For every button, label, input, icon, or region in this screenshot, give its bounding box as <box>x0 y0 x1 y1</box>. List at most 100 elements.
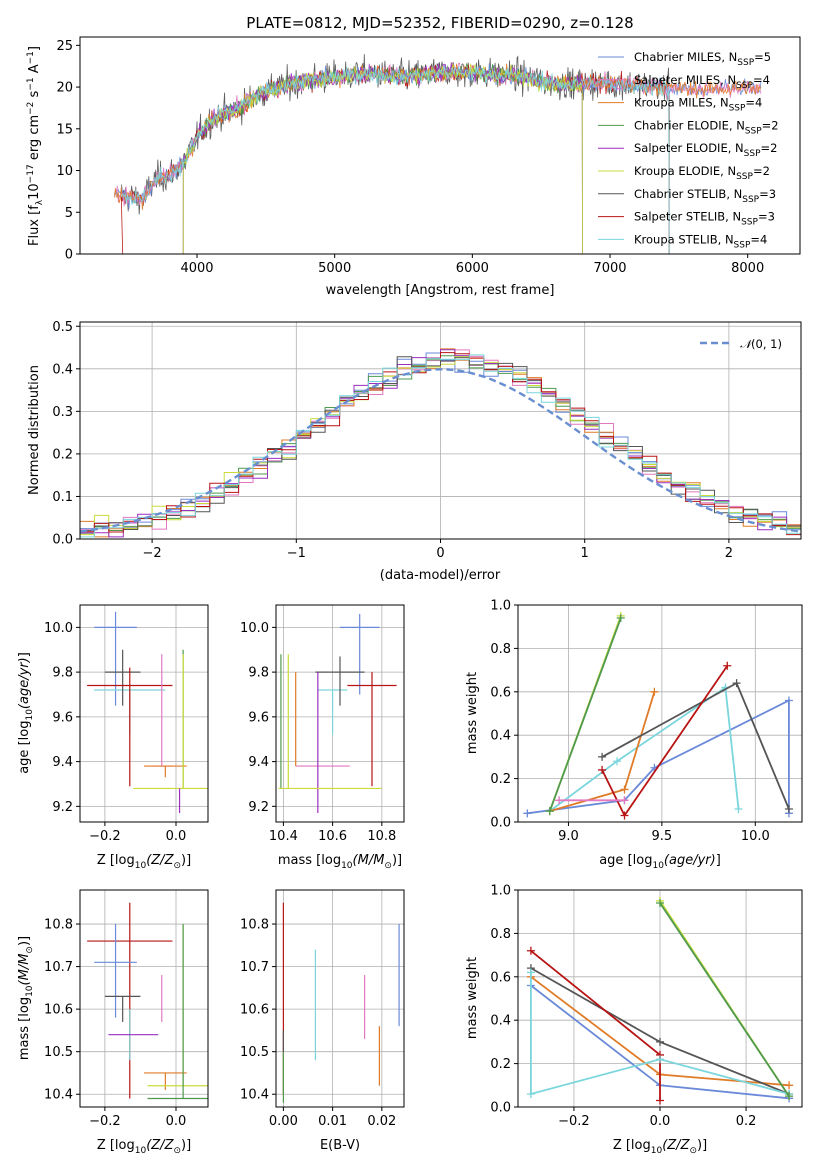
y-tick-label: 0.8 <box>490 927 511 942</box>
legend-label: Chabrier STELIB, NSSP=3 <box>634 187 776 205</box>
y-tick-label: 10.8 <box>44 918 73 933</box>
y-tick-label: 0.0 <box>52 533 73 548</box>
axes-frame <box>79 889 209 1108</box>
y-tick-label: 0.0 <box>490 1101 511 1116</box>
series-marker-kroupa_stelib <box>613 757 622 766</box>
chart-title: PLATE=0812, MJD=52352, FIBERID=0290, z=0… <box>246 14 633 32</box>
y-axis-label-massweight2: mass weight <box>465 957 480 1039</box>
x-tick-label: 0.02 <box>367 1114 396 1129</box>
x-tick-label: 0.0 <box>166 829 187 844</box>
x-tick-label: −1 <box>287 546 306 561</box>
y-tick-label: 9.2 <box>248 800 269 815</box>
y-tick-label: 10.7 <box>240 960 269 975</box>
series-marker-chabrier_stelib <box>656 1037 664 1046</box>
plot-area <box>523 611 793 820</box>
y-tick-label: 0.2 <box>490 1057 511 1072</box>
series-marker-chabrier_elodie <box>616 614 625 623</box>
y-tick-label: 0.6 <box>490 685 511 700</box>
series-marker-chabrier_elodie <box>785 1092 794 1101</box>
series-marker-salpeter_miles <box>555 796 564 805</box>
y-tick-label: 10 <box>56 164 73 179</box>
series-line-chabrier_miles <box>527 699 790 815</box>
series-line-chabrier_stelib <box>601 681 790 810</box>
y-axis-label: Normed distribution <box>27 365 42 495</box>
y-tick-label: 5 <box>65 206 73 221</box>
x-tick-label: 0.00 <box>269 1114 298 1129</box>
series-line-kroupa_stelib <box>530 972 790 1096</box>
axes-frame <box>79 321 802 540</box>
y-tick-label: 0.5 <box>52 320 73 335</box>
x-axis-label-Z3: Z [log10(Z/Z⊙)] <box>613 1138 707 1156</box>
y-tick-label: 10.0 <box>44 621 73 636</box>
series-marker-chabrier_miles <box>784 696 793 705</box>
y-tick-label: 10.4 <box>44 1088 73 1103</box>
x-axis-label-Z: Z [log10(Z/Z⊙)] <box>97 853 191 871</box>
x-tick-label: 5000 <box>318 261 351 276</box>
series-marker-chabrier_miles <box>523 809 532 818</box>
legend-label: Chabrier ELODIE, NSSP=2 <box>634 118 779 136</box>
x-tick-label: 2 <box>725 546 733 561</box>
series-marker-salpeter_miles <box>620 796 629 805</box>
x-axis-label-mass: mass [log10(M/M⊙)] <box>278 853 402 871</box>
axes-spectrum: 4000 5000 6000 7000 8000 0 5 10 15 20 25 <box>56 36 801 276</box>
x-tick-label: 10.6 <box>318 829 347 844</box>
x-tick-label: −0.2 <box>89 1114 121 1129</box>
legend-label: Salpeter MILES, NSSP=4 <box>634 73 770 91</box>
axes-frame <box>275 604 405 823</box>
y-axis-label: Flux [fλ10−17 erg cm−2 s−1 A−1] <box>26 46 45 246</box>
y-axis-label-mass2: mass [log10(M/M⊙)] <box>17 936 35 1060</box>
y-tick-label: 0.4 <box>490 729 511 744</box>
axes-frame <box>517 889 803 1108</box>
axes-frame <box>79 604 209 823</box>
y-tick-label: 10.0 <box>240 621 269 636</box>
legend-label: Salpeter STELIB, NSSP=3 <box>634 210 775 228</box>
y-tick-label: 10.4 <box>240 1088 269 1103</box>
y-tick-label: 9.8 <box>52 666 73 681</box>
series-marker-kroupa_stelib <box>734 804 743 813</box>
y-tick-label: 1.0 <box>490 884 511 899</box>
y-tick-label: 10.8 <box>240 918 269 933</box>
y-tick-label: 10.7 <box>44 960 73 975</box>
y-tick-label: 0.4 <box>52 362 73 377</box>
x-tick-label: 0.2 <box>736 1114 757 1129</box>
x-tick-label: 6000 <box>456 261 489 276</box>
axes-residuals: −2 −1 0 1 2 0.0 0.1 0.2 0.3 0.4 0.5 <box>52 320 802 561</box>
y-tick-label: 0.2 <box>52 447 73 462</box>
x-tick-label: 10.0 <box>741 829 770 844</box>
series-marker-kroupa_stelib <box>656 1055 664 1064</box>
legend-label: Kroupa MILES, NSSP=4 <box>634 96 762 114</box>
spectrum-line-salpeter_stelib <box>120 64 670 254</box>
x-tick-label: 9.0 <box>558 829 579 844</box>
y-tick-label: 1.0 <box>490 599 511 614</box>
axes-massweight_vs_Z: −0.2 0.0 0.2 0.0 0.2 0.4 0.6 0.8 1.0 <box>490 884 803 1129</box>
series-marker-chabrier_elodie <box>545 807 554 816</box>
y-tick-label: 0.6 <box>490 970 511 985</box>
series-marker-salpeter_stelib <box>723 661 732 670</box>
y-axis-label-age: age [log10(age/yr)] <box>17 652 35 774</box>
y-tick-label: 0.2 <box>490 772 511 787</box>
x-axis-label: (data-model)/error <box>380 568 501 583</box>
y-tick-label: 10.5 <box>240 1045 269 1060</box>
x-tick-label: 0.0 <box>650 1114 671 1129</box>
y-tick-label: 0.1 <box>52 490 73 505</box>
axes-massweight_vs_age: 9.0 9.5 10.0 0.0 0.2 0.4 0.6 0.8 1.0 <box>490 599 803 844</box>
y-tick-label: 0.0 <box>490 816 511 831</box>
legend-label: Chabrier MILES, NSSP=5 <box>634 50 771 68</box>
y-tick-label: 9.2 <box>52 800 73 815</box>
y-tick-label: 9.6 <box>248 710 269 725</box>
y-tick-label: 9.4 <box>248 755 269 770</box>
x-axis-label: wavelength [Angstrom, rest frame] <box>326 283 555 298</box>
plot-area <box>87 902 208 1100</box>
x-tick-label: 7000 <box>593 261 626 276</box>
normal-curve <box>80 368 801 533</box>
y-tick-label: 9.4 <box>52 755 73 770</box>
legend-label: Kroupa ELODIE, NSSP=2 <box>634 164 770 182</box>
y-tick-label: 15 <box>56 122 73 137</box>
axes-frame <box>79 36 801 255</box>
x-tick-label: 9.5 <box>652 829 673 844</box>
axes-mass_vs_Z: −0.2 0.0 10.4 10.5 10.6 10.7 10.8 <box>44 889 209 1129</box>
x-tick-label: −0.2 <box>89 829 121 844</box>
x-tick-label: −0.2 <box>558 1114 590 1129</box>
y-tick-label: 10.5 <box>44 1045 73 1060</box>
